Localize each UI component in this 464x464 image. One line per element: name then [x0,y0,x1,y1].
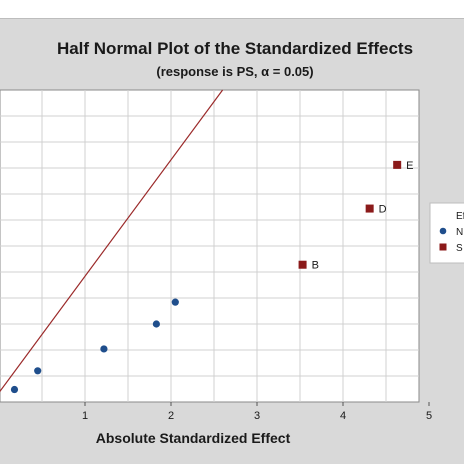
grid-lines [0,90,419,402]
data-point-n [100,345,108,353]
x-axis-label: Absolute Standardized Effect [96,430,291,446]
x-tick-label: 3 [254,410,260,422]
legend-marker-s [439,243,447,251]
x-tick-label: 5 [426,410,432,422]
chart-title: Half Normal Plot of the Standardized Eff… [57,39,413,58]
legend-title: Ef [456,211,464,222]
point-label: E [406,160,413,172]
data-points: B D E [10,160,414,394]
data-point-s [365,204,374,213]
chart-subtitle: (response is PS, α = 0.05) [156,64,313,79]
window-top-band [0,0,464,19]
legend-entry-n: N [456,227,463,238]
legend-box [429,202,464,264]
x-axis-ticks: 1 2 3 4 5 [82,402,432,422]
x-tick-label: 1 [82,410,88,422]
x-tick-label: 2 [168,410,174,422]
legend-entry-s: S [456,243,463,254]
reference-line [0,89,224,393]
data-point-n [10,385,19,394]
data-point-n [152,320,160,328]
legend-marker-n [439,227,447,235]
point-label: D [379,204,387,216]
data-point-n [34,367,42,375]
legend: Ef N S [429,202,464,264]
data-point-s [393,160,402,169]
data-point-s [298,260,307,269]
x-tick-label: 4 [340,410,346,422]
point-label: B [312,260,319,272]
data-point-n [171,298,179,306]
